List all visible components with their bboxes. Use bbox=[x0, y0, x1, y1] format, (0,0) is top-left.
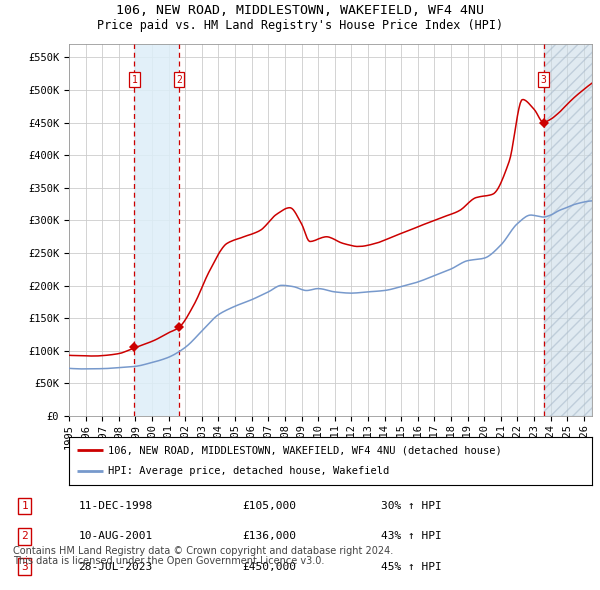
Text: 11-DEC-1998: 11-DEC-1998 bbox=[78, 502, 152, 512]
Text: £105,000: £105,000 bbox=[242, 502, 296, 512]
Text: 106, NEW ROAD, MIDDLESTOWN, WAKEFIELD, WF4 4NU: 106, NEW ROAD, MIDDLESTOWN, WAKEFIELD, W… bbox=[116, 4, 484, 17]
Text: 28-JUL-2023: 28-JUL-2023 bbox=[78, 562, 152, 572]
Text: 43% ↑ HPI: 43% ↑ HPI bbox=[380, 532, 442, 542]
Text: 2: 2 bbox=[176, 74, 182, 84]
Bar bbox=[544, 44, 592, 416]
Text: HPI: Average price, detached house, Wakefield: HPI: Average price, detached house, Wake… bbox=[108, 467, 389, 477]
Text: £450,000: £450,000 bbox=[242, 562, 296, 572]
Text: 2: 2 bbox=[21, 532, 28, 542]
Text: 10-AUG-2001: 10-AUG-2001 bbox=[78, 532, 152, 542]
Text: 3: 3 bbox=[541, 74, 547, 84]
Text: Contains HM Land Registry data © Crown copyright and database right 2024.: Contains HM Land Registry data © Crown c… bbox=[13, 546, 394, 556]
Bar bbox=[134, 44, 179, 416]
Text: 45% ↑ HPI: 45% ↑ HPI bbox=[380, 562, 442, 572]
Text: Price paid vs. HM Land Registry's House Price Index (HPI): Price paid vs. HM Land Registry's House … bbox=[97, 19, 503, 32]
Text: £136,000: £136,000 bbox=[242, 532, 296, 542]
Text: 106, NEW ROAD, MIDDLESTOWN, WAKEFIELD, WF4 4NU (detached house): 106, NEW ROAD, MIDDLESTOWN, WAKEFIELD, W… bbox=[108, 445, 502, 455]
Text: 1: 1 bbox=[21, 502, 28, 512]
Text: 3: 3 bbox=[21, 562, 28, 572]
Text: 1: 1 bbox=[131, 74, 137, 84]
Text: 30% ↑ HPI: 30% ↑ HPI bbox=[380, 502, 442, 512]
Text: This data is licensed under the Open Government Licence v3.0.: This data is licensed under the Open Gov… bbox=[13, 556, 325, 566]
